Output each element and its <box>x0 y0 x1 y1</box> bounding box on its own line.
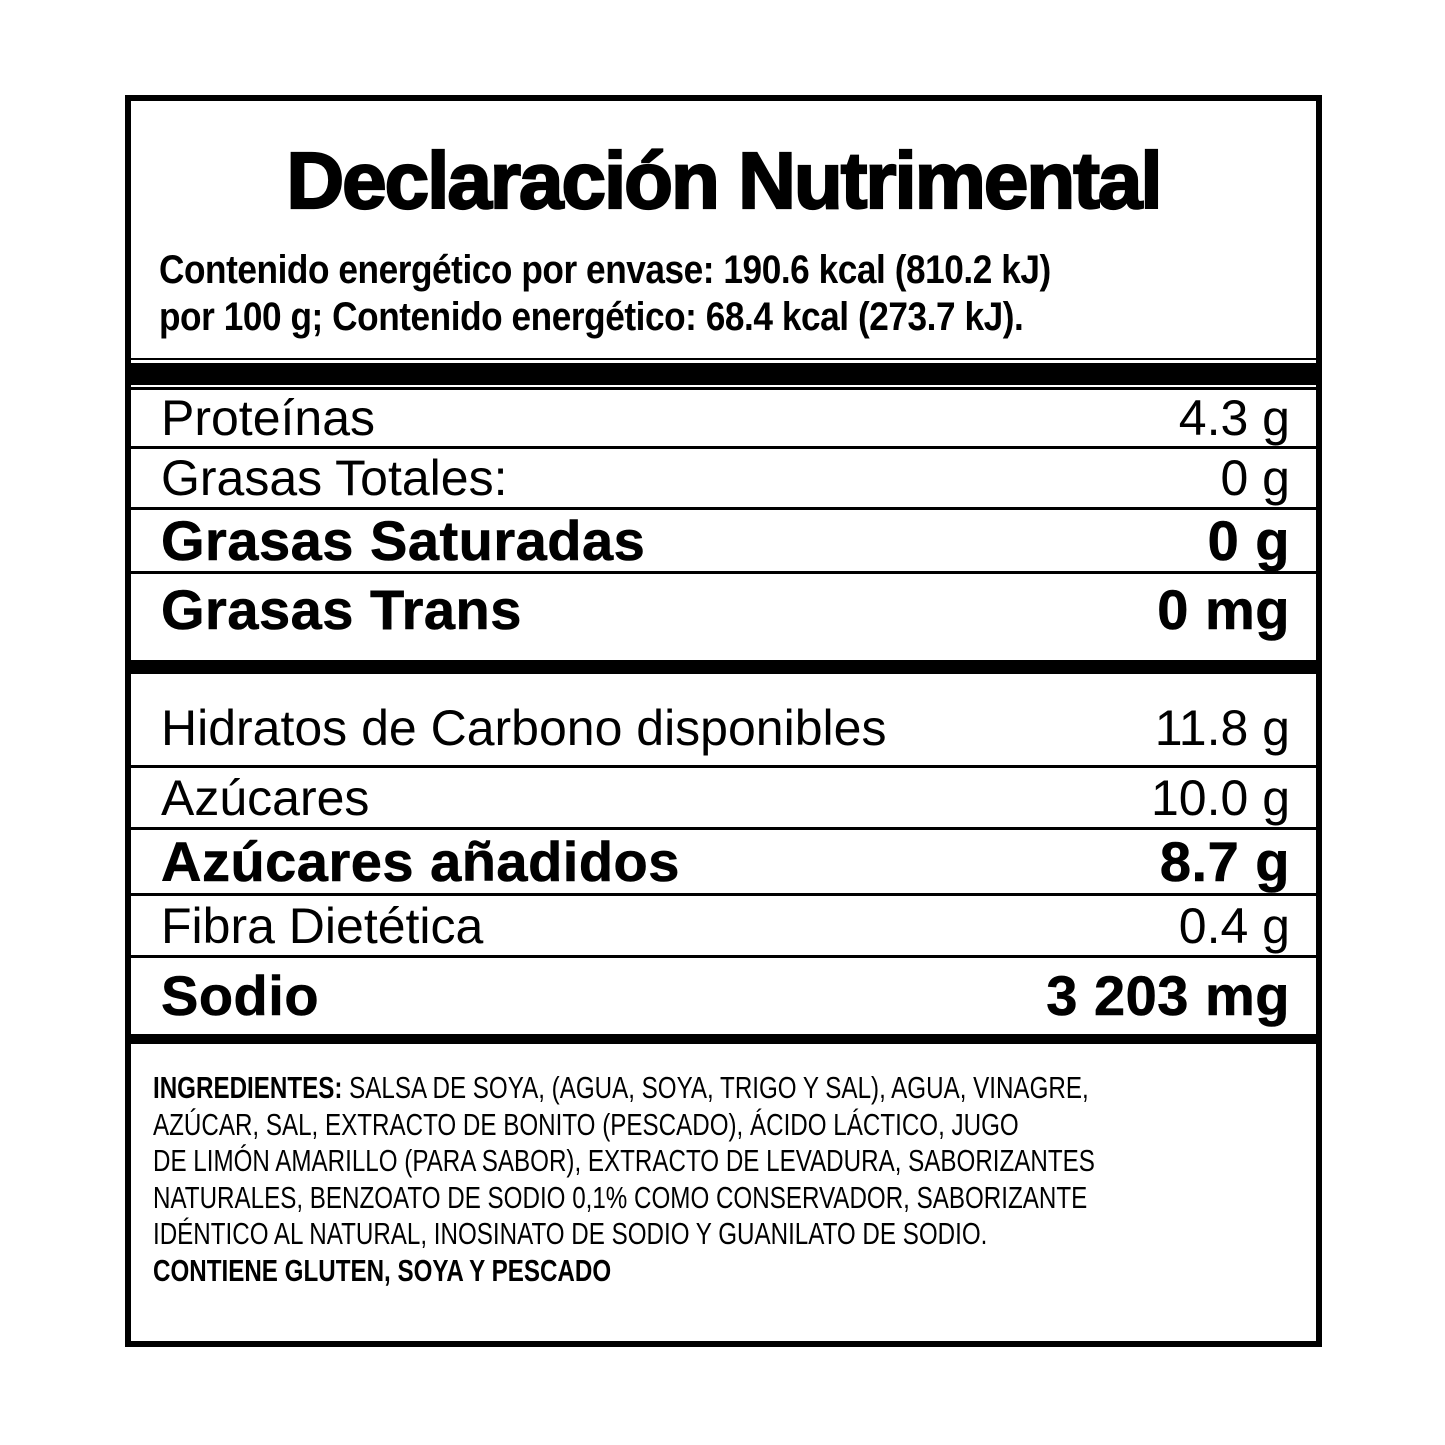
thick-divider-middle <box>131 660 1316 674</box>
nutrient-value: 10.0 g <box>1150 769 1290 826</box>
ingredients-line-5: IDÉNTICO AL NATURAL, INOSINATO DE SODIO … <box>153 1216 988 1251</box>
thick-divider-top <box>131 363 1316 385</box>
nutrient-table-fats: Proteínas 4.3 g Grasas Totales: 0 g Gras… <box>131 387 1316 660</box>
nutrient-value: 3 203 mg <box>1046 964 1290 1027</box>
nutrient-label: Hidratos de Carbono disponibles <box>161 700 887 756</box>
ingredients-line-1: INGREDIENTES: SALSA DE SOYA, (AGUA, SOYA… <box>153 1070 1089 1107</box>
thick-divider-bottom <box>131 1034 1316 1044</box>
ingredients-line-4: NATURALES, BENZOATO DE SODIO 0,1% COMO C… <box>153 1179 1088 1215</box>
nutrient-row-grasas-totales: Grasas Totales: 0 g <box>131 449 1316 510</box>
nutrient-label: Azúcares <box>161 769 370 826</box>
allergen-statement: CONTIENE GLUTEN, SOYA Y PESCADO <box>153 1252 612 1288</box>
nutrient-label: Grasas Totales: <box>161 450 508 506</box>
nutrient-value: 0 g <box>1207 508 1290 572</box>
nutrient-value: 0.4 g <box>1178 897 1290 954</box>
nutrient-label: Grasas Trans <box>161 578 522 641</box>
nutrient-row-hidratos: Hidratos de Carbono disponibles 11.8 g <box>131 674 1316 768</box>
nutrient-table-carbs-sodium: Hidratos de Carbono disponibles 11.8 g A… <box>131 674 1316 1034</box>
nutrient-value: 8.7 g <box>1159 829 1290 893</box>
nutrient-label: Proteínas <box>161 390 376 446</box>
ingredients-section: INGREDIENTES: SALSA DE SOYA, (AGUA, SOYA… <box>131 1044 1316 1289</box>
ingredients-line-1-rest: SALSA DE SOYA, (AGUA, SOYA, TRIGO Y SAL)… <box>349 1070 1089 1105</box>
nutrient-value: 0 mg <box>1157 578 1290 641</box>
nutrient-row-grasas-trans: Grasas Trans 0 mg <box>131 574 1316 660</box>
nutrient-value: 11.8 g <box>1154 700 1290 756</box>
nutrient-row-grasas-saturadas: Grasas Saturadas 0 g <box>131 510 1316 574</box>
nutrient-row-azucares-anadidos: Azúcares añadidos 8.7 g <box>131 830 1316 896</box>
ingredients-line-2: AZÚCAR, SAL, EXTRACTO DE BONITO (PESCADO… <box>153 1106 1019 1142</box>
nutrient-value: 4.3 g <box>1178 390 1290 446</box>
nutrition-label: Declaración Nutrimental Contenido energé… <box>125 95 1322 1347</box>
nutrient-label: Grasas Saturadas <box>161 508 646 572</box>
ingredients-heading: INGREDIENTES: <box>153 1070 343 1105</box>
nutrient-value: 0 g <box>1220 450 1290 506</box>
nutrient-row-sodio: Sodio 3 203 mg <box>131 958 1316 1034</box>
nutrient-label: Azúcares añadidos <box>161 829 680 893</box>
energy-per-package-line: Contenido energético por envase: 190.6 k… <box>159 248 1051 292</box>
energy-content-block: Contenido energético por envase: 190.6 k… <box>159 247 1177 341</box>
ingredients-line-3: DE LIMÓN AMARILLO (PARA SABOR), EXTRACTO… <box>153 1143 1095 1178</box>
nutrient-row-proteinas: Proteínas 4.3 g <box>131 390 1316 449</box>
energy-per-100g-line: por 100 g; Contenido energético: 68.4 kc… <box>159 295 1024 339</box>
nutrient-row-fibra: Fibra Dietética 0.4 g <box>131 896 1316 958</box>
ingredients-text: INGREDIENTES: SALSA DE SOYA, (AGUA, SOYA… <box>153 1070 1095 1289</box>
nutrient-row-azucares: Azúcares 10.0 g <box>131 768 1316 830</box>
nutrient-label: Sodio <box>161 964 320 1027</box>
label-title: Declaración Nutrimental <box>285 136 1163 225</box>
nutrient-label: Fibra Dietética <box>161 897 484 954</box>
label-header: Declaración Nutrimental Contenido energé… <box>131 101 1316 360</box>
